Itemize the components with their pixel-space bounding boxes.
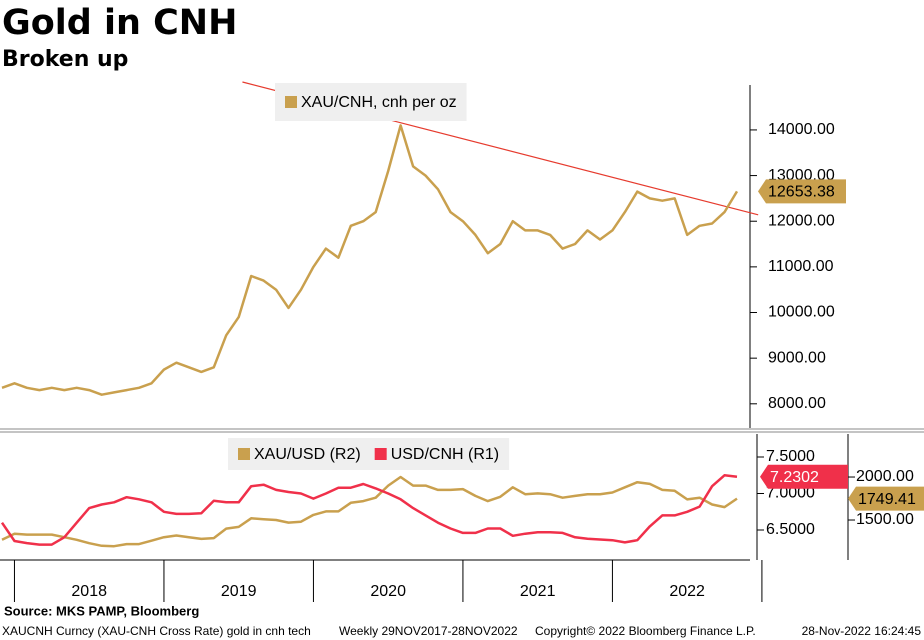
- legend-box: [228, 438, 510, 470]
- y-tick-label: 11000.00: [768, 258, 834, 275]
- footer-copyright: Copyright© 2022 Bloomberg Finance L.P.: [535, 624, 756, 638]
- last-value-label-box: [848, 486, 924, 511]
- last-value-label-box: [758, 179, 846, 204]
- legend-swatch: [238, 448, 250, 460]
- legend-label: XAU/CNH, cnh per oz: [301, 94, 457, 111]
- footer-timestamp: 28-Nov-2022 16:24:45: [802, 624, 922, 638]
- chart-title: Gold in CNH: [2, 3, 237, 43]
- footer-description: XAUCNH Curncy (XAU-CNH Cross Rate) gold …: [2, 624, 311, 638]
- x-tick-label: 2020: [370, 583, 406, 600]
- legend-box: [275, 83, 467, 121]
- y-tick-label: 8000.00: [768, 395, 826, 412]
- series-line: [1, 475, 738, 548]
- last-value-label: 12653.38: [768, 184, 835, 201]
- y-tick-label: 12000.00: [768, 212, 835, 229]
- x-tick-label: 2021: [520, 583, 556, 600]
- series-line: [0, 474, 738, 546]
- legend-label: XAU/USD (R2): [254, 446, 361, 463]
- y-tick-label: 9000.00: [768, 349, 826, 366]
- x-tick-label: 2019: [221, 583, 257, 600]
- y-tick-label: 7.0000: [766, 485, 815, 502]
- y-tick-label: 7.5000: [766, 448, 815, 465]
- last-value-label: 1749.41: [858, 491, 916, 508]
- y2-tick-label: 1500.00: [856, 511, 914, 528]
- source: Source: MKS PAMP, Bloomberg: [4, 603, 199, 618]
- legend-swatch: [285, 96, 297, 108]
- y-tick-label: 6.5000: [766, 521, 815, 538]
- series-line: [1, 124, 739, 396]
- legend-label: USD/CNH (R1): [391, 446, 499, 463]
- last-value-label: 7.2302: [770, 469, 819, 486]
- x-tick-label: 2018: [71, 583, 107, 600]
- y-tick-label: 10000.00: [768, 304, 835, 321]
- x-tick-label: 2022: [669, 583, 705, 600]
- legend-swatch: [374, 448, 387, 460]
- y-tick-label: 14000.00: [768, 121, 835, 138]
- chart-subtitle: Broken up: [2, 47, 128, 72]
- y2-tick-label: 2000.00: [856, 468, 914, 485]
- footer-period: Weekly 29NOV2017-28NOV2022: [339, 624, 518, 638]
- last-value-label-box: [760, 464, 848, 489]
